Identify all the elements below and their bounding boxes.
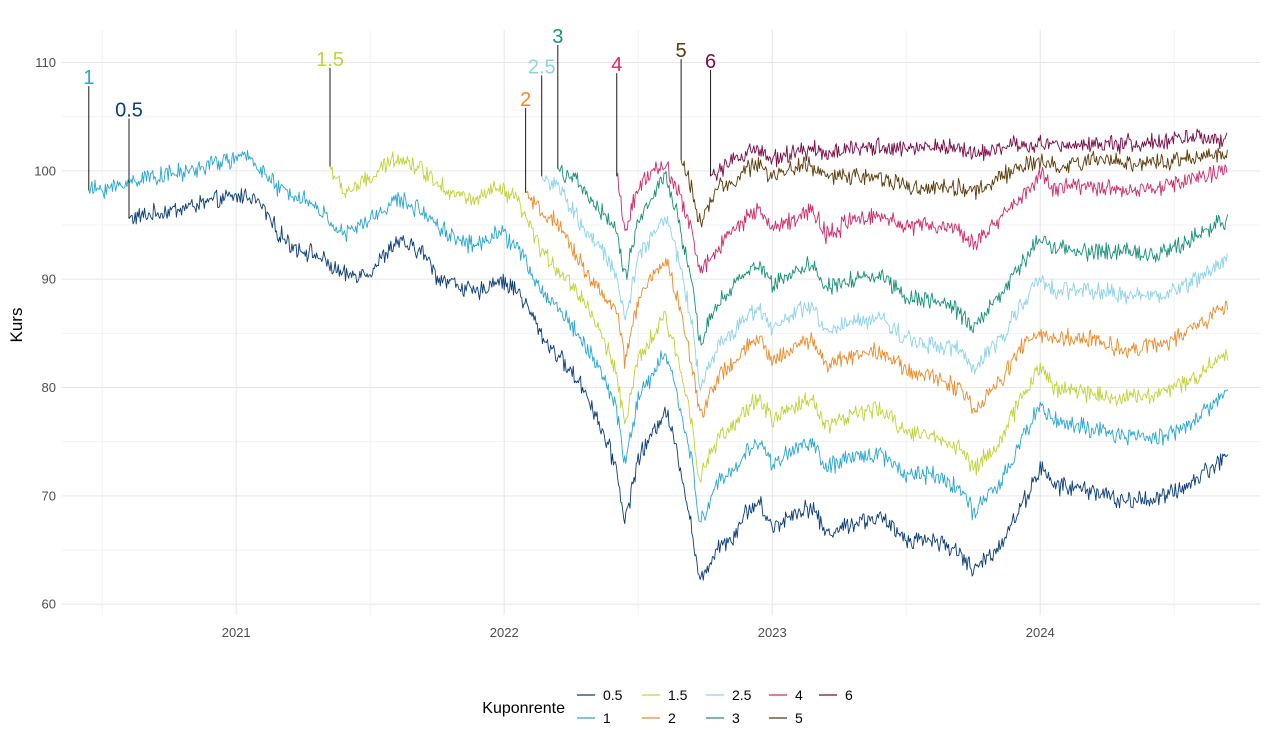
legend: Kuponrente 0.5 1 1.5 2 2.5 3 4 5 6 xyxy=(482,687,853,726)
legend-label: 2.5 xyxy=(732,687,752,703)
legend-label: 5 xyxy=(795,710,803,726)
annotation-label: 5 xyxy=(676,40,687,62)
series-line-1 xyxy=(88,150,1229,523)
annotation-label: 2.5 xyxy=(528,56,556,78)
legend-label: 1 xyxy=(603,710,611,726)
series-line-3 xyxy=(557,164,1229,346)
x-tick-label: 2024 xyxy=(1026,625,1055,640)
y-tick-label: 70 xyxy=(42,488,56,503)
series-line-2-5 xyxy=(541,175,1228,391)
x-tick-label: 2023 xyxy=(758,625,787,640)
legend-label: 0.5 xyxy=(603,687,623,703)
annotation-label: 0.5 xyxy=(115,100,143,122)
annotation-label: 3 xyxy=(552,26,563,48)
y-tick-label: 90 xyxy=(42,272,56,287)
annotation-label: 2 xyxy=(520,89,531,111)
series-line-0-5 xyxy=(128,188,1229,581)
legend-label: 3 xyxy=(732,710,740,726)
series-annotations: 1 0.5 1.5 2 2.5 3 4 5 6 xyxy=(83,26,716,219)
y-axis-ticks: 60 70 80 90 100 110 xyxy=(34,55,56,612)
legend-label: 6 xyxy=(845,687,853,703)
series-line-2 xyxy=(525,190,1229,418)
annotation-label: 6 xyxy=(705,51,716,73)
gridlines xyxy=(62,30,1260,615)
x-tick-label: 2021 xyxy=(222,625,251,640)
series-line-1-5 xyxy=(329,151,1229,483)
series-line-6 xyxy=(710,128,1228,181)
annotation-label: 1.5 xyxy=(316,49,344,71)
y-tick-label: 60 xyxy=(42,597,56,612)
y-tick-label: 100 xyxy=(34,163,56,178)
x-axis-ticks: 2021 2022 2023 2024 xyxy=(222,625,1055,640)
legend-title: Kuponrente xyxy=(482,700,565,717)
annotation-label: 1 xyxy=(83,67,94,89)
legend-label: 4 xyxy=(795,687,803,703)
series-line-4 xyxy=(616,161,1228,274)
series-lines xyxy=(88,128,1229,581)
legend-label: 1.5 xyxy=(668,687,688,703)
y-axis-title: Kurs xyxy=(7,308,26,343)
series-line-5 xyxy=(680,147,1228,228)
y-tick-label: 80 xyxy=(42,380,56,395)
annotation-label: 4 xyxy=(611,54,622,76)
x-tick-label: 2022 xyxy=(490,625,519,640)
legend-label: 2 xyxy=(668,710,676,726)
y-tick-label: 110 xyxy=(35,55,56,70)
